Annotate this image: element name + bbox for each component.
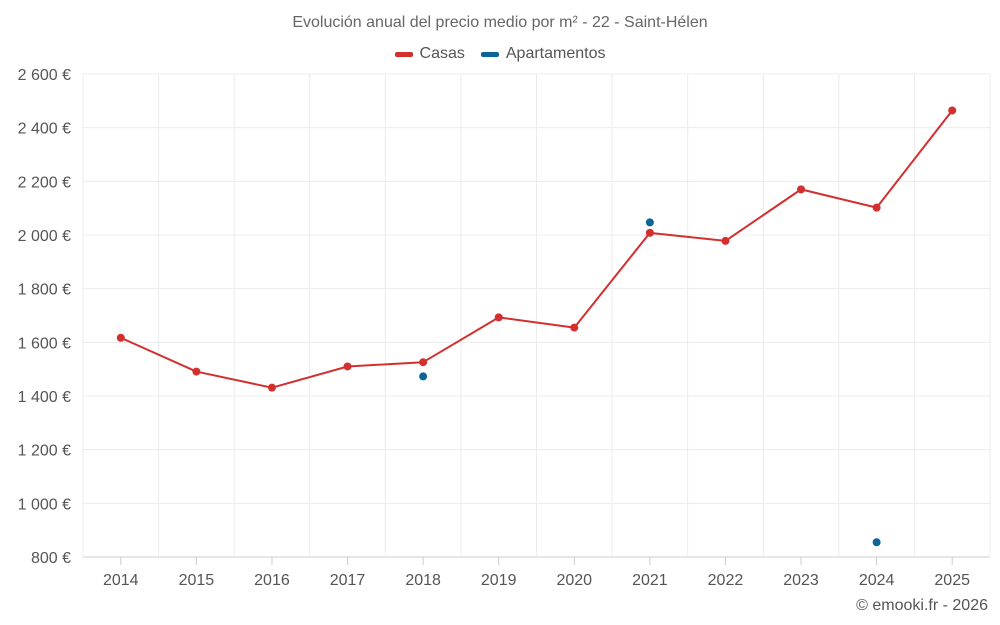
chart-legend: Casas Apartamentos xyxy=(0,45,1000,63)
data-point-casas-2020 xyxy=(570,323,579,332)
y-tick-label: 1 000 € xyxy=(18,496,71,513)
y-tick-label: 1 200 € xyxy=(18,443,71,460)
x-tick-label: 2017 xyxy=(330,572,366,589)
legend-label-apartamentos: Apartamentos xyxy=(505,45,606,62)
x-tick-label: 2018 xyxy=(405,572,441,589)
y-tick-label: 2 200 € xyxy=(18,174,71,191)
x-tick-label: 2023 xyxy=(783,572,819,589)
y-tick-label: 800 € xyxy=(31,550,71,567)
x-tick-label: 2020 xyxy=(556,572,592,589)
x-tick-label: 2024 xyxy=(859,572,895,589)
y-tick-label: 1 400 € xyxy=(18,389,71,406)
y-tick-label: 2 000 € xyxy=(18,228,71,245)
chart-title: Evolución anual del precio medio por m² … xyxy=(292,14,708,31)
x-tick-label: 2014 xyxy=(103,572,139,589)
x-tick-label: 2019 xyxy=(481,572,517,589)
data-point-apartamentos-2024 xyxy=(872,538,881,547)
data-point-casas-2023 xyxy=(797,185,806,194)
y-tick-label: 1 800 € xyxy=(18,282,71,299)
data-point-apartamentos-2021 xyxy=(645,218,654,227)
data-point-casas-2017 xyxy=(343,362,352,371)
data-point-casas-2022 xyxy=(721,236,730,245)
data-point-casas-2015 xyxy=(192,367,201,376)
y-tick-label: 2 400 € xyxy=(18,121,71,138)
data-point-casas-2016 xyxy=(267,383,276,392)
data-point-casas-2024 xyxy=(872,203,881,212)
data-point-casas-2018 xyxy=(419,358,428,367)
y-tick-label: 2 600 € xyxy=(18,67,71,84)
series-line-casas xyxy=(120,109,953,389)
legend-label-casas: Casas xyxy=(419,45,465,62)
legend-item-casas[interactable]: Casas xyxy=(394,45,465,63)
data-point-apartamentos-2018 xyxy=(419,372,428,381)
x-tick-label: 2025 xyxy=(934,572,970,589)
data-point-casas-2021 xyxy=(645,228,654,237)
legend-swatch-casas xyxy=(394,51,413,57)
data-point-casas-2014 xyxy=(116,333,125,342)
data-point-casas-2025 xyxy=(948,106,957,115)
y-tick-label: 1 600 € xyxy=(18,335,71,352)
x-tick-label: 2016 xyxy=(254,572,290,589)
legend-item-apartamentos[interactable]: Apartamentos xyxy=(480,45,606,63)
x-tick-label: 2015 xyxy=(179,572,215,589)
x-tick-label: 2021 xyxy=(632,572,668,589)
footer-credit: © emooki.fr - 2026 xyxy=(856,597,988,614)
x-tick-label: 2022 xyxy=(708,572,744,589)
legend-swatch-apartamentos xyxy=(480,51,499,57)
data-point-casas-2019 xyxy=(494,313,503,322)
